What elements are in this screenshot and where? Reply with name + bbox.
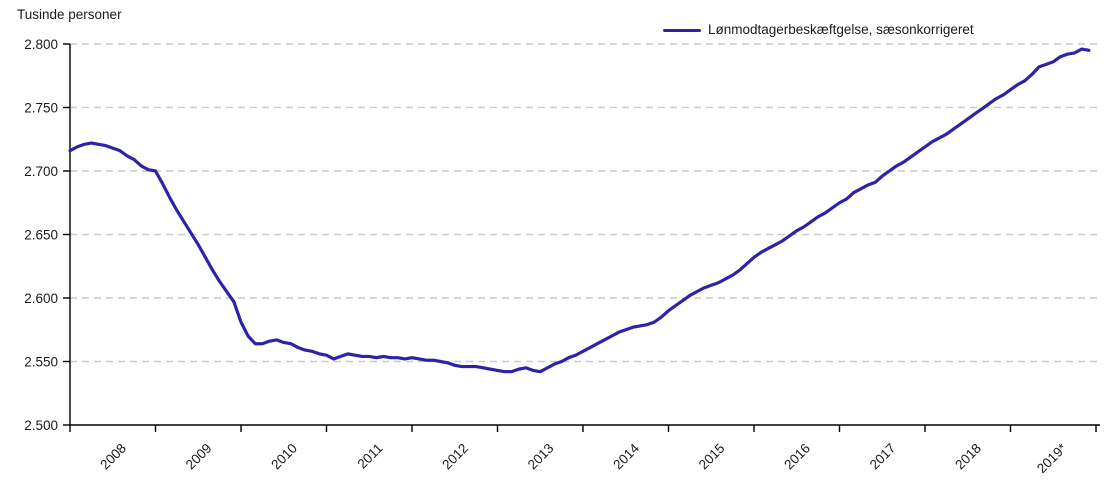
svg-text:2009: 2009 [183, 441, 215, 473]
x-axis-labels: 2008 2009 2010 2011 2012 2013 2014 2015 2016 2017… [97, 440, 1070, 476]
svg-text:2.600: 2.600 [24, 291, 58, 306]
svg-text:2012: 2012 [439, 441, 471, 473]
svg-text:2019*: 2019* [1034, 440, 1070, 476]
svg-text:2.650: 2.650 [24, 228, 58, 243]
svg-text:2008: 2008 [97, 441, 129, 473]
legend: Lønmodtagerbeskæftgelse, sæsonkorrigeret [663, 22, 974, 37]
legend-label: Lønmodtagerbeskæftgelse, sæsonkorrigeret [708, 22, 974, 37]
svg-text:2016: 2016 [781, 441, 813, 473]
svg-text:2.750: 2.750 [24, 101, 58, 116]
svg-text:2013: 2013 [525, 441, 557, 473]
svg-text:2.700: 2.700 [24, 164, 58, 179]
svg-text:2.550: 2.550 [24, 355, 58, 370]
legend-line-swatch [663, 28, 701, 32]
svg-text:2017: 2017 [867, 441, 899, 473]
svg-text:2015: 2015 [696, 441, 728, 473]
svg-text:2.800: 2.800 [24, 37, 58, 52]
chart-title: Tusinde personer [17, 7, 122, 22]
svg-text:2011: 2011 [354, 441, 385, 472]
svg-text:2.500: 2.500 [24, 418, 58, 433]
employment-series-line [68, 47, 1091, 374]
y-axis-labels: 2.500 2.550 2.600 2.650 2.700 2.750 2.800 [24, 37, 58, 433]
svg-text:2018: 2018 [952, 441, 984, 473]
gridlines [70, 43, 1100, 363]
svg-text:2010: 2010 [268, 441, 300, 473]
axes [63, 43, 1100, 432]
svg-text:2014: 2014 [610, 440, 642, 472]
